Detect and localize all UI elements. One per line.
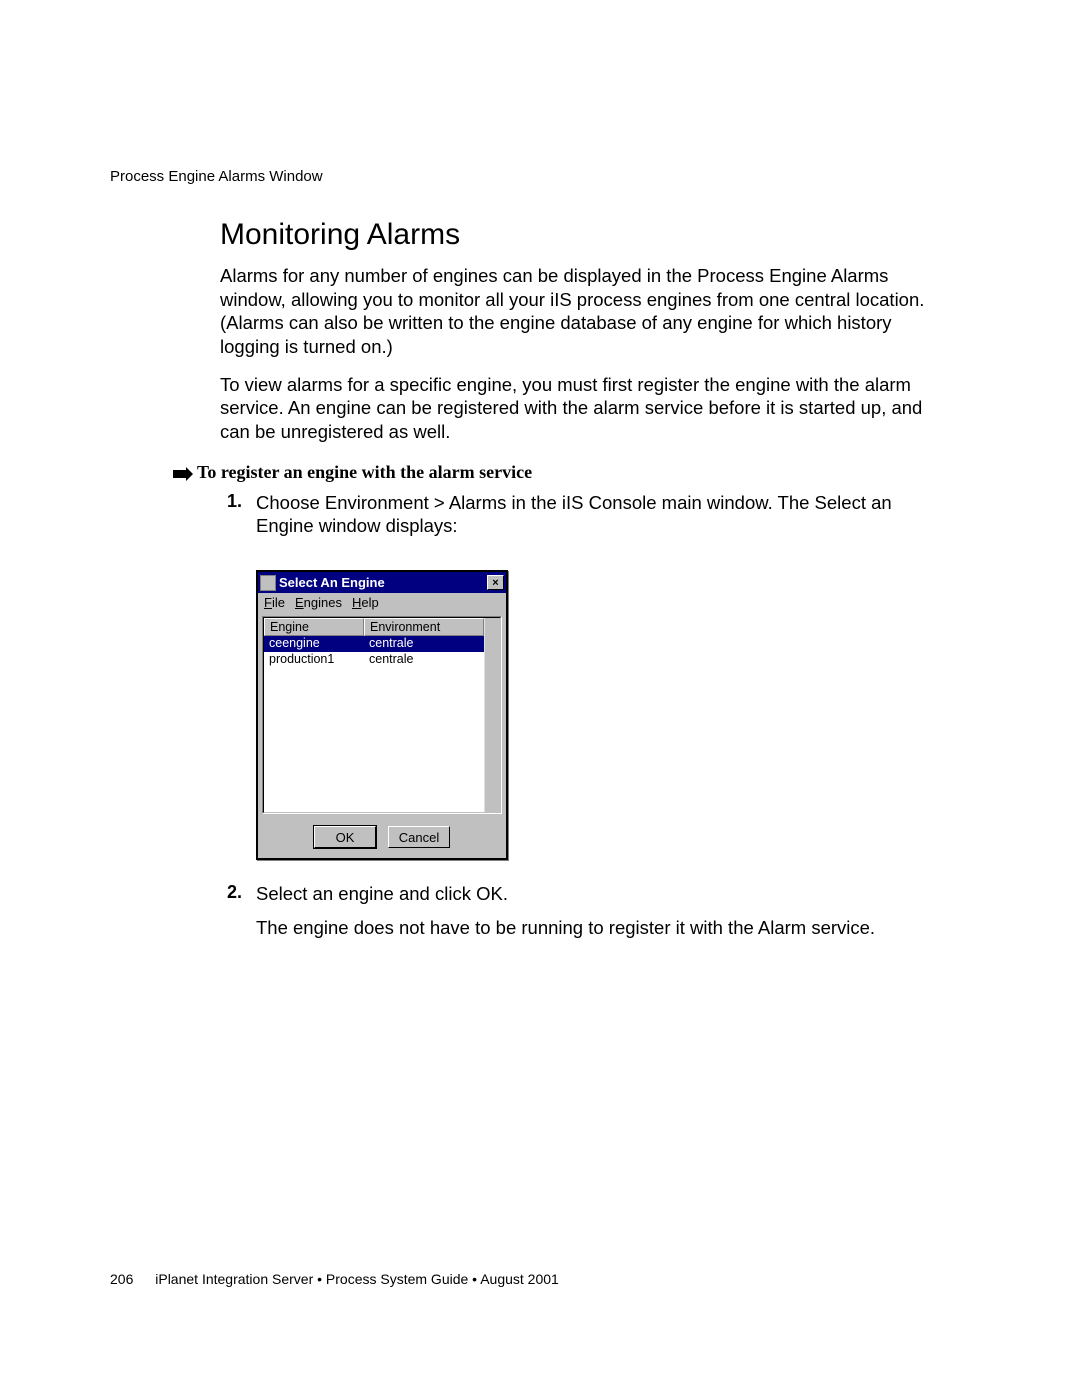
step-body: Choose Environment > Alarms in the iIS C…	[256, 491, 950, 548]
ok-button[interactable]: OK	[314, 826, 376, 848]
main-content: Monitoring Alarms Alarms for any number …	[220, 218, 950, 955]
page-number: 206	[110, 1271, 133, 1287]
procedure-heading: To register an engine with the alarm ser…	[197, 462, 950, 483]
dialog-button-row: OK Cancel	[258, 818, 506, 858]
select-engine-dialog: Select An Engine × File Engines Help Eng…	[256, 570, 508, 860]
engine-listbox: Engine Environment ceengine centrale pro…	[262, 616, 502, 814]
intro-para-1: Alarms for any number of engines can be …	[220, 264, 950, 359]
step-2: 2. Select an engine and click OK. The en…	[220, 882, 950, 949]
step-text: Choose Environment > Alarms in the iIS C…	[256, 491, 950, 538]
step-extra-text: The engine does not have to be running t…	[256, 916, 875, 940]
section-title: Monitoring Alarms	[220, 218, 950, 252]
list-row[interactable]: ceengine centrale	[264, 636, 484, 652]
step-text: Select an engine and click OK.	[256, 882, 875, 906]
intro-para-2: To view alarms for a specific engine, yo…	[220, 373, 950, 444]
list-header-row: Engine Environment	[264, 618, 484, 636]
running-header: Process Engine Alarms Window	[110, 168, 323, 185]
procedure-arrow-icon	[173, 465, 193, 486]
menu-help[interactable]: Help	[352, 595, 379, 610]
step-1: 1. Choose Environment > Alarms in the iI…	[220, 491, 950, 548]
list-row[interactable]: production1 centrale	[264, 652, 484, 668]
menu-engines[interactable]: Engines	[295, 595, 342, 610]
procedure-heading-text: To register an engine with the alarm ser…	[197, 462, 532, 482]
dialog-screenshot: Select An Engine × File Engines Help Eng…	[256, 570, 950, 860]
close-button[interactable]: ×	[487, 575, 504, 590]
page-footer: 206 iPlanet Integration Server • Process…	[110, 1271, 559, 1287]
dialog-icon	[260, 575, 276, 591]
step-body: Select an engine and click OK. The engin…	[256, 882, 875, 949]
cell-engine: production1	[264, 652, 364, 668]
step-number: 1.	[220, 491, 256, 548]
vertical-scrollbar[interactable]	[484, 618, 500, 812]
dialog-title: Select An Engine	[279, 575, 385, 590]
cell-environment: centrale	[364, 636, 484, 652]
cell-environment: centrale	[364, 652, 484, 668]
cell-engine: ceengine	[264, 636, 364, 652]
column-header-environment[interactable]: Environment	[364, 618, 484, 636]
column-header-engine[interactable]: Engine	[264, 618, 364, 636]
cancel-button[interactable]: Cancel	[388, 826, 450, 848]
step-number: 2.	[220, 882, 256, 949]
dialog-titlebar: Select An Engine ×	[258, 572, 506, 593]
footer-text: iPlanet Integration Server • Process Sys…	[155, 1271, 559, 1287]
menu-file[interactable]: File	[264, 595, 285, 610]
dialog-menubar: File Engines Help	[258, 593, 506, 612]
